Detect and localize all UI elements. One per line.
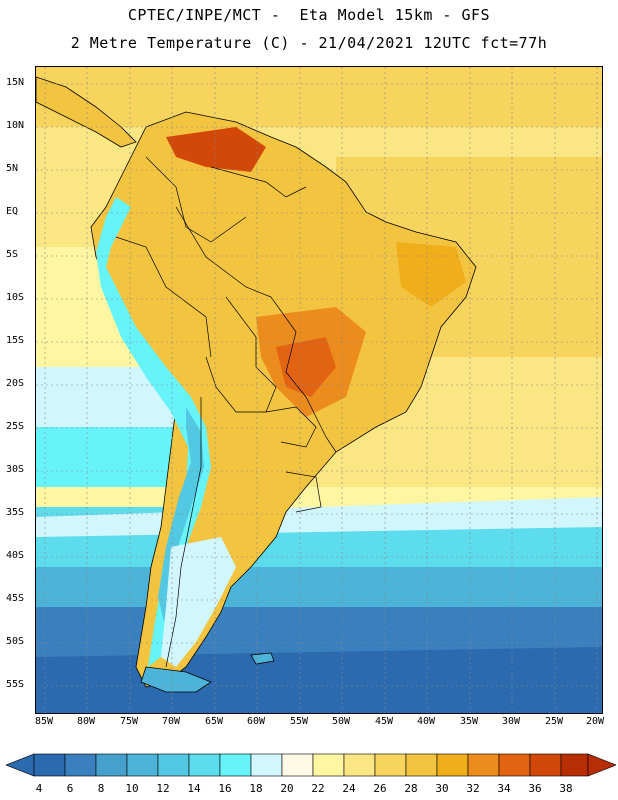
colorbar-segment [188, 753, 221, 777]
colorbar-segment [405, 753, 438, 777]
lon-label-40w: 40W [416, 716, 436, 727]
border-brazil-west [175, 206, 337, 453]
colorbar-label: 32 [466, 782, 480, 795]
colorbar-segment [467, 753, 500, 777]
colorbar-label: 6 [66, 782, 74, 795]
hot-zone-northeast [396, 242, 466, 307]
temperature-colorbar [6, 753, 616, 777]
border-peru [115, 236, 212, 358]
colorbar-label: 20 [280, 782, 294, 795]
hot-zone-venezuela [166, 127, 266, 172]
lat-label-35s: 35S [6, 507, 25, 518]
colorbar-label: 10 [125, 782, 139, 795]
colorbar-label: 28 [404, 782, 418, 795]
lat-label-30s: 30S [6, 464, 25, 475]
colorbar-high-arrow [587, 753, 616, 777]
colorbar-segment [64, 753, 97, 777]
ocean-caribbean-band [36, 67, 602, 127]
lon-label-80w: 80W [76, 716, 96, 727]
patagonia-cool [161, 537, 236, 667]
lat-label-15s: 15S [6, 335, 25, 346]
colorbar-label: 22 [311, 782, 325, 795]
border-uruguay [285, 471, 322, 513]
lon-label-50w: 50W [331, 716, 351, 727]
ocean-band-4 [36, 647, 602, 713]
colorbar-label: 8 [97, 782, 105, 795]
lat-label-10s: 10S [6, 292, 25, 303]
lat-label-20s: 20S [6, 378, 25, 389]
lat-label-40s: 40S [6, 550, 25, 561]
border-venezuela [210, 166, 307, 198]
colorbar-segment [560, 753, 589, 777]
map-canvas [36, 67, 602, 713]
lat-label-5s: 5S [6, 249, 19, 260]
border-colombia [145, 156, 247, 243]
lat-label-5n: 5N [6, 163, 19, 174]
lon-label-65w: 65W [204, 716, 224, 727]
lon-label-20w: 20W [585, 716, 605, 727]
colorbar-label: 16 [218, 782, 232, 795]
map-title-line1: CPTEC/INPE/MCT - Eta Model 15km - GFS [127, 6, 491, 24]
colorbar-segment [529, 753, 562, 777]
colorbar-label: 14 [187, 782, 201, 795]
lon-label-30w: 30W [501, 716, 521, 727]
colorbar-segment [126, 753, 159, 777]
lon-label-75w: 75W [119, 716, 139, 727]
colorbar-segment [281, 753, 314, 777]
lon-label-60w: 60W [246, 716, 266, 727]
lat-label-45s: 45S [6, 593, 25, 604]
colorbar-label: 24 [342, 782, 356, 795]
map-title-line2: 2 Metre Temperature (C) - 21/04/2021 12U… [70, 34, 548, 52]
lat-label-50s: 50S [6, 636, 25, 647]
falkland-islands [250, 652, 275, 665]
lat-label-10n: 10N [6, 120, 25, 131]
colorbar-segment [374, 753, 407, 777]
colorbar-segment [343, 753, 376, 777]
central-america-land [36, 76, 137, 148]
colorbar-label: 12 [156, 782, 170, 795]
lat-label-eq: EQ [6, 206, 19, 217]
colorbar-label: 38 [559, 782, 573, 795]
colorbar-low-arrow [6, 753, 35, 777]
colorbar-segment [250, 753, 283, 777]
lat-label-55s: 55S [6, 679, 25, 690]
colorbar-segment [219, 753, 252, 777]
colorbar-label: 30 [435, 782, 449, 795]
colorbar-segment [157, 753, 190, 777]
lon-label-25w: 25W [544, 716, 564, 727]
tierra-del-fuego-land [140, 666, 212, 693]
colorbar-label: 26 [373, 782, 387, 795]
colorbar-segment [436, 753, 469, 777]
lon-label-85w: 85W [34, 716, 54, 727]
border-paraguay [265, 406, 317, 448]
colorbar-segment [312, 753, 345, 777]
lon-label-70w: 70W [161, 716, 181, 727]
lon-label-35w: 35W [459, 716, 479, 727]
lat-label-15n: 15N [6, 77, 25, 88]
colorbar-label: 36 [528, 782, 542, 795]
graticule [36, 67, 602, 713]
colorbar-label: 4 [35, 782, 43, 795]
temperature-map [35, 66, 603, 714]
lon-label-55w: 55W [289, 716, 309, 727]
colorbar-segment [95, 753, 128, 777]
lat-label-25s: 25S [6, 421, 25, 432]
border-argentina-chile [165, 397, 202, 668]
colorbar-label: 34 [497, 782, 511, 795]
colorbar-label: 18 [249, 782, 263, 795]
lon-label-45w: 45W [374, 716, 394, 727]
colorbar-segment [33, 753, 66, 777]
colorbar-segment [498, 753, 531, 777]
